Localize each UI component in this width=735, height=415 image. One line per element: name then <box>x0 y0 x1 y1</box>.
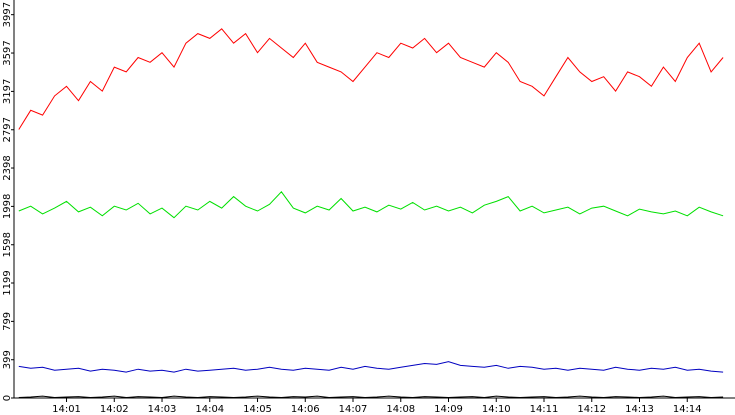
y-tick-label: 1598 <box>2 232 13 257</box>
y-tick-label: 2398 <box>2 155 13 180</box>
x-tick-label: 14:06 <box>291 404 320 415</box>
x-tick-label: 14:11 <box>530 404 559 415</box>
x-tick-label: 14:12 <box>577 404 606 415</box>
x-tick-label: 14:01 <box>52 404 81 415</box>
series-line <box>18 395 724 399</box>
x-tick-label: 14:04 <box>195 404 224 415</box>
y-tick-label: 3597 <box>2 40 13 65</box>
x-tick-label: 14:02 <box>100 404 129 415</box>
series-line <box>18 191 724 219</box>
y-tick-label: 3197 <box>2 79 13 104</box>
y-tick-label: 1199 <box>2 270 13 295</box>
y-tick-label: 3997 <box>2 2 13 27</box>
x-tick-label: 14:14 <box>673 404 702 415</box>
x-tick-label: 14:09 <box>434 404 463 415</box>
series-line <box>18 28 724 130</box>
x-tick-label: 14:03 <box>148 404 177 415</box>
y-tick-label: 2797 <box>2 117 13 142</box>
x-tick-label: 14:13 <box>625 404 654 415</box>
x-tick-label: 14:10 <box>482 404 511 415</box>
y-tick-label: 799 <box>2 312 13 331</box>
x-tick-label: 14:05 <box>243 404 272 415</box>
x-tick-label: 14:08 <box>386 404 415 415</box>
y-tick-label: 399 <box>2 350 13 369</box>
x-tick-label: 14:07 <box>339 404 368 415</box>
y-tick-label: 0 <box>2 395 13 401</box>
y-tick-label: 1998 <box>2 194 13 219</box>
series-line <box>18 361 724 373</box>
